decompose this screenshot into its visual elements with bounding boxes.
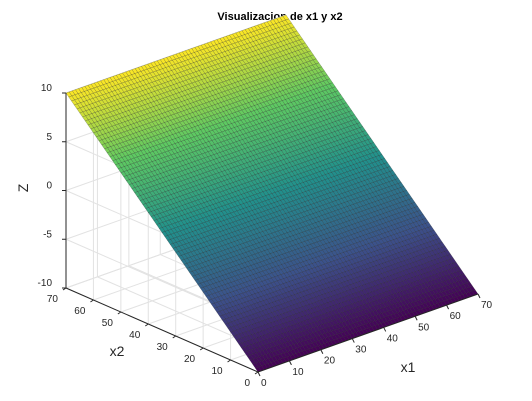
x-tick-mark	[415, 316, 417, 320]
y-tick-label: 70	[47, 294, 59, 305]
x-tick-label: 40	[387, 333, 399, 344]
x-tick-mark	[352, 339, 354, 343]
x-axis-label: x1	[401, 359, 416, 375]
y-axis-label: x2	[110, 343, 125, 359]
x-tick-label: 0	[261, 378, 267, 389]
x-tick-label: 60	[450, 311, 462, 322]
y-tick-mark	[228, 360, 231, 362]
z-axis-label: Z	[15, 183, 31, 192]
x-tick-mark	[447, 305, 449, 309]
y-tick-label: 50	[102, 318, 114, 329]
z-tick-label: 0	[46, 181, 52, 192]
y-tick-mark	[173, 336, 176, 338]
x-tick-mark	[321, 350, 323, 354]
y-tick-mark	[255, 372, 258, 374]
y-tick-mark	[145, 324, 148, 326]
x-tick-label: 70	[481, 300, 493, 311]
x-tick-label: 20	[324, 356, 336, 367]
x-tick-mark	[289, 361, 291, 365]
y-tick-mark	[118, 312, 121, 314]
x-tick-label: 10	[292, 367, 304, 378]
y-tick-mark	[200, 348, 203, 350]
y-tick-label: 60	[74, 306, 86, 317]
y-tick-label: 20	[184, 354, 196, 365]
z-tick-label: 10	[41, 83, 53, 94]
x-tick-mark	[384, 327, 386, 331]
x-tick-mark	[478, 294, 480, 298]
y-tick-label: 40	[129, 330, 141, 341]
x-tick-label: 30	[355, 345, 367, 356]
y-tick-mark	[90, 300, 93, 302]
y-tick-label: 0	[244, 378, 250, 389]
y-tick-label: 10	[211, 366, 223, 377]
z-tick-label: -5	[43, 229, 52, 240]
z-tick-label: 5	[46, 132, 52, 143]
y-tick-label: 30	[157, 342, 169, 353]
x-tick-mark	[258, 372, 260, 376]
z-tick-label: -10	[38, 278, 53, 289]
x-tick-label: 50	[418, 322, 430, 333]
